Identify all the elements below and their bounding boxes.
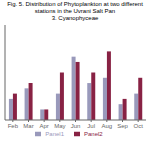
svg-text:Aug: Aug — [101, 123, 112, 129]
html-text:3. Cyanophyceae: 3. Cyanophyceae — [51, 15, 99, 21]
html-text:Panel1: Panel1 — [45, 131, 64, 137]
svg-text:Feb: Feb — [8, 123, 19, 129]
svg-text:Oct: Oct — [133, 123, 142, 129]
svg-text:May: May — [54, 123, 65, 129]
svg-text:Jul: Jul — [87, 123, 95, 129]
svg-text:Mar: Mar — [23, 123, 33, 129]
svg-text:Sep: Sep — [117, 123, 128, 129]
html-text:Fig. 5. Distribution of Phytop: Fig. 5. Distribution of Phytoplankton at… — [7, 1, 143, 14]
svg-text:Jun: Jun — [71, 123, 81, 129]
html-text:Panel2: Panel2 — [84, 131, 103, 137]
svg-text:Apr: Apr — [39, 123, 48, 129]
